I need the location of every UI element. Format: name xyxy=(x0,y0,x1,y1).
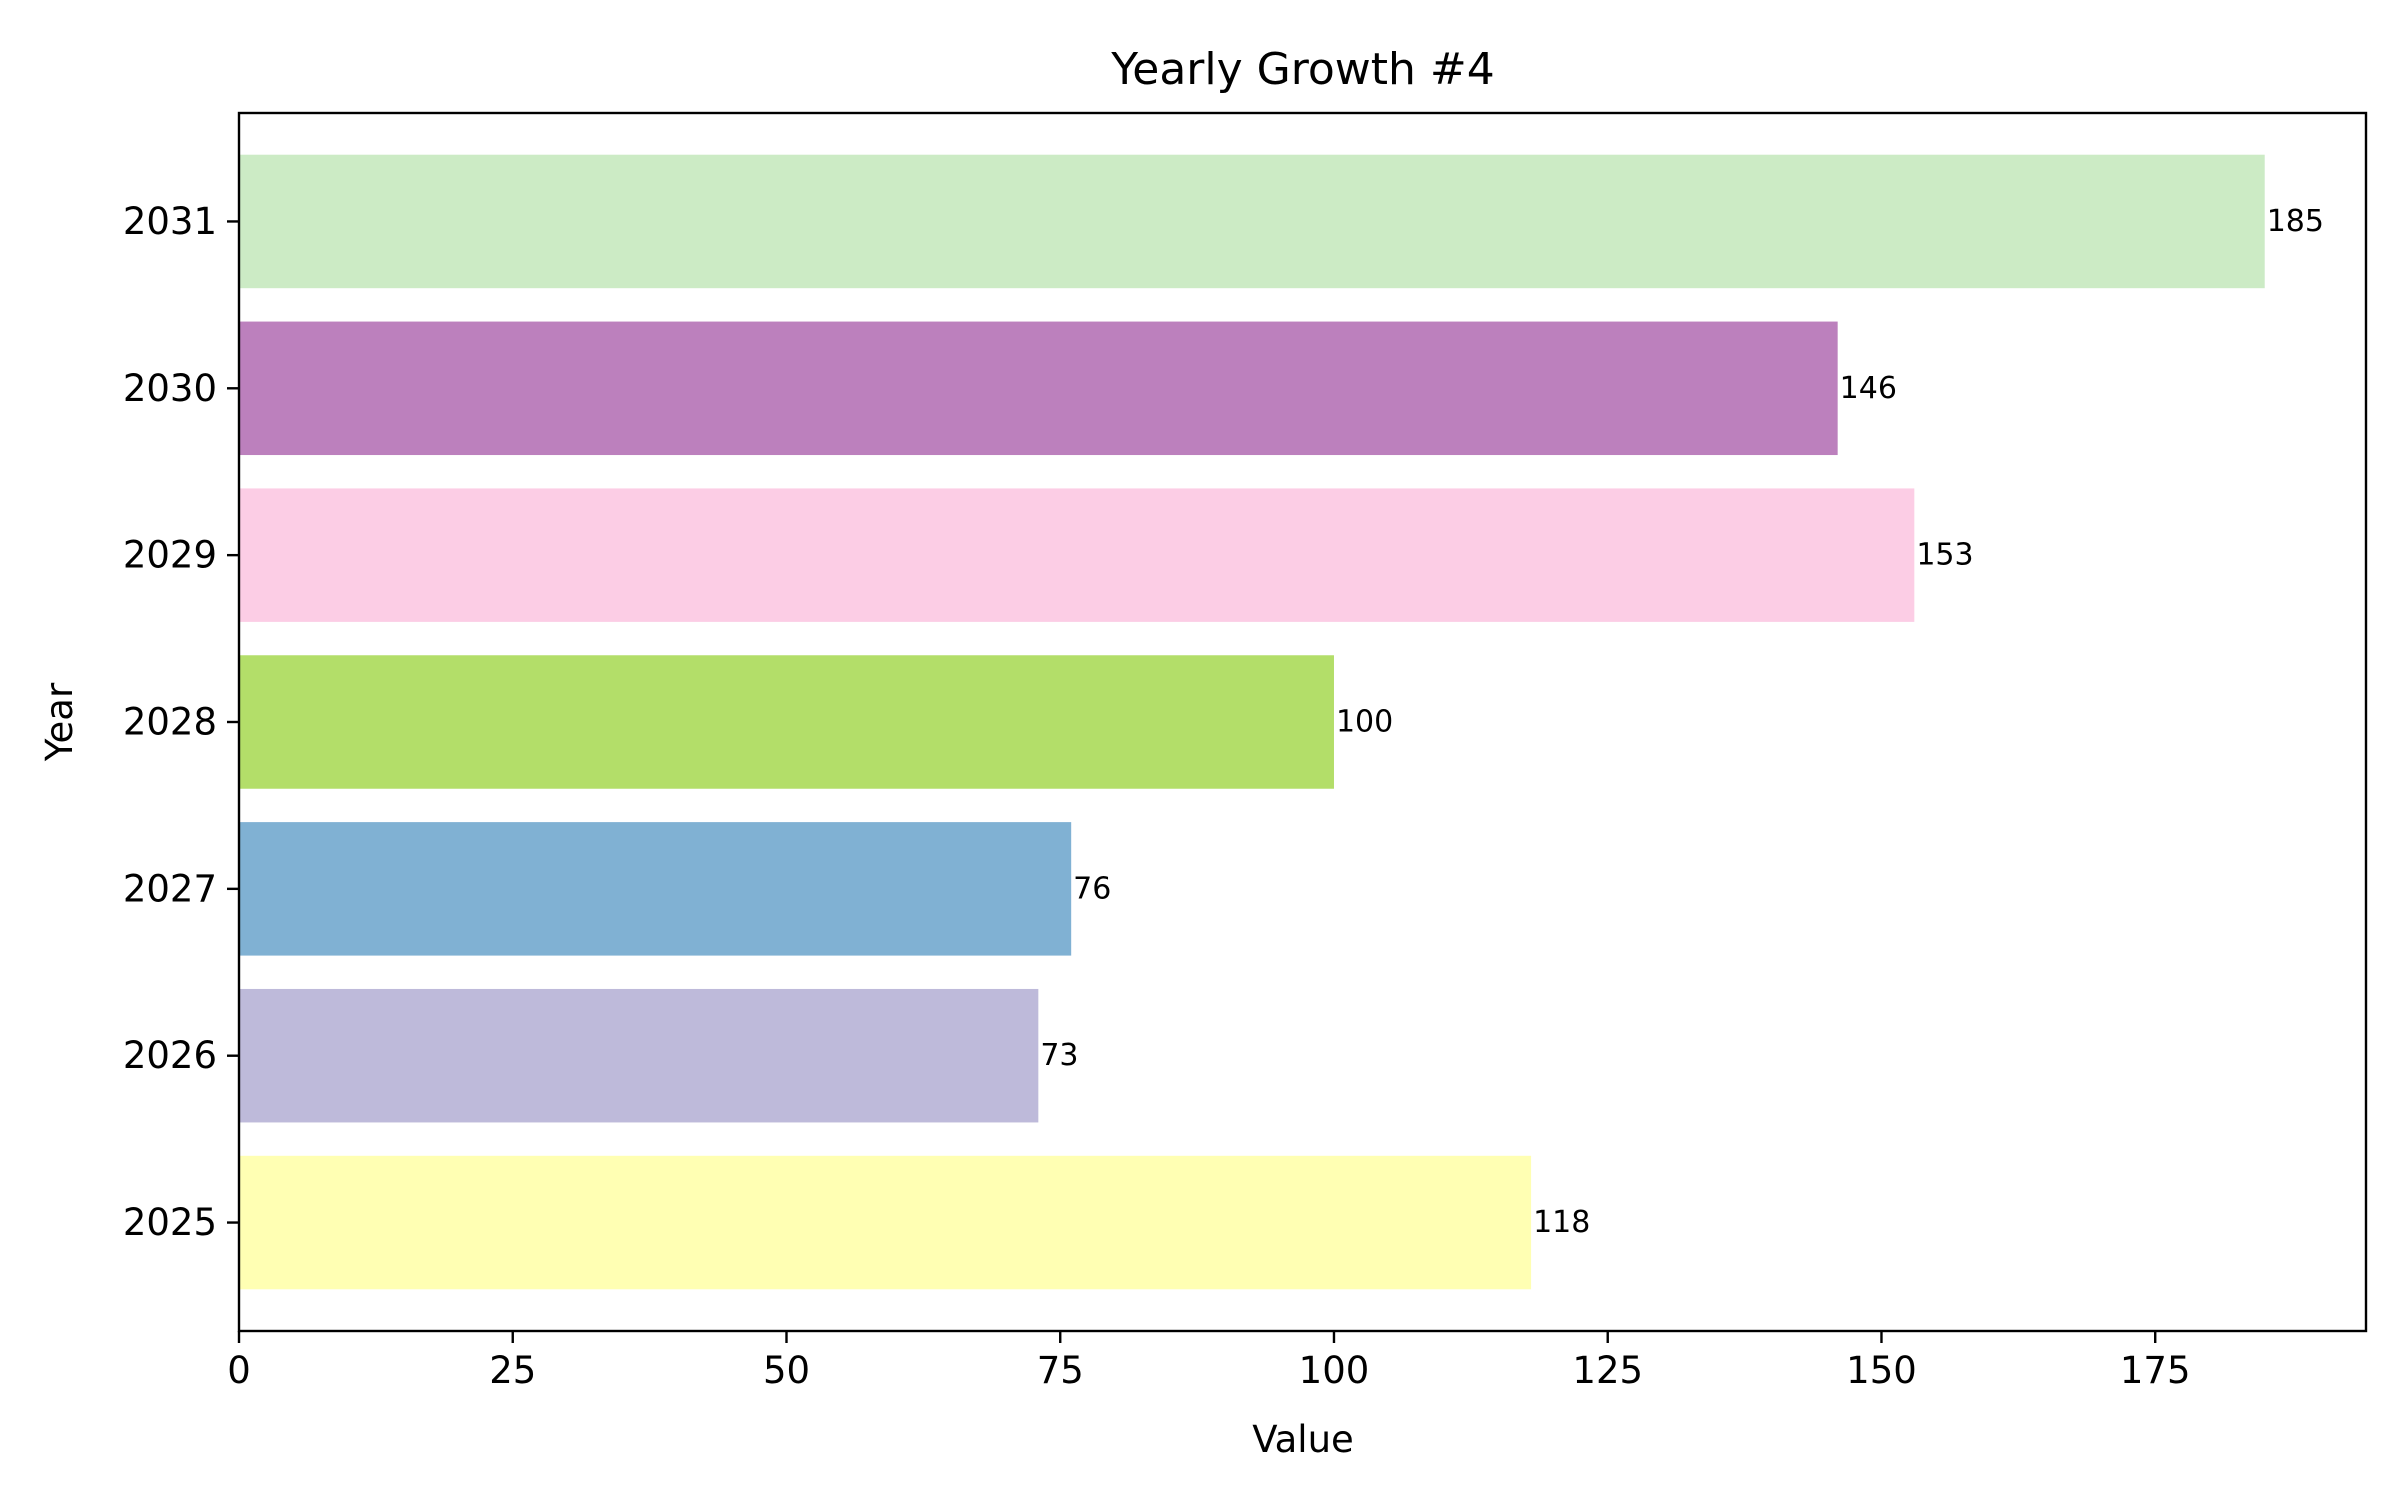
bar-value-label-2028: 100 xyxy=(1336,705,1393,740)
y-tick-label-2026: 2026 xyxy=(123,1034,217,1077)
bar-2030 xyxy=(239,321,1838,456)
bar-2027 xyxy=(239,822,1072,956)
bar-value-labels: 118 73 76 100 153 146 185 xyxy=(1040,204,2324,1240)
x-tick-label-175: 175 xyxy=(2120,1349,2191,1392)
x-tick-label-25: 25 xyxy=(489,1349,536,1392)
bar-value-label-2031: 185 xyxy=(2267,204,2324,239)
bar-value-label-2026: 73 xyxy=(1040,1038,1078,1073)
bar-2025 xyxy=(239,1155,1532,1290)
y-axis: 2025 2026 2027 2028 2029 2030 2031 xyxy=(123,200,239,1244)
x-tick-label-50: 50 xyxy=(763,1349,810,1392)
y-tick-label-2028: 2028 xyxy=(123,701,217,744)
bar-2031 xyxy=(239,154,2265,289)
x-tick-label-75: 75 xyxy=(1037,1349,1084,1392)
bar-value-label-2025: 118 xyxy=(1533,1205,1590,1240)
chart-title: Yearly Growth #4 xyxy=(1110,44,1495,95)
bar-value-label-2030: 146 xyxy=(1840,371,1897,406)
x-tick-label-0: 0 xyxy=(227,1349,251,1392)
x-tick-label-100: 100 xyxy=(1299,1349,1370,1392)
x-axis-label: Value xyxy=(1252,1418,1354,1461)
x-tick-label-125: 125 xyxy=(1572,1349,1643,1392)
y-tick-label-2031: 2031 xyxy=(123,200,217,243)
y-tick-label-2025: 2025 xyxy=(123,1201,217,1244)
bars-group xyxy=(239,154,2265,1290)
x-tick-label-150: 150 xyxy=(1846,1349,1917,1392)
bar-value-label-2029: 153 xyxy=(1916,538,1973,573)
bar-2028 xyxy=(239,655,1334,789)
y-tick-label-2029: 2029 xyxy=(123,534,217,577)
bar-2029 xyxy=(239,488,1915,622)
bar-2026 xyxy=(239,988,1039,1123)
bar-value-label-2027: 76 xyxy=(1073,871,1111,906)
y-axis-label: Year xyxy=(38,682,81,762)
x-axis: 0 25 50 75 100 125 150 175 xyxy=(227,1331,2191,1392)
y-tick-label-2027: 2027 xyxy=(123,867,217,910)
y-tick-label-2030: 2030 xyxy=(123,367,217,410)
